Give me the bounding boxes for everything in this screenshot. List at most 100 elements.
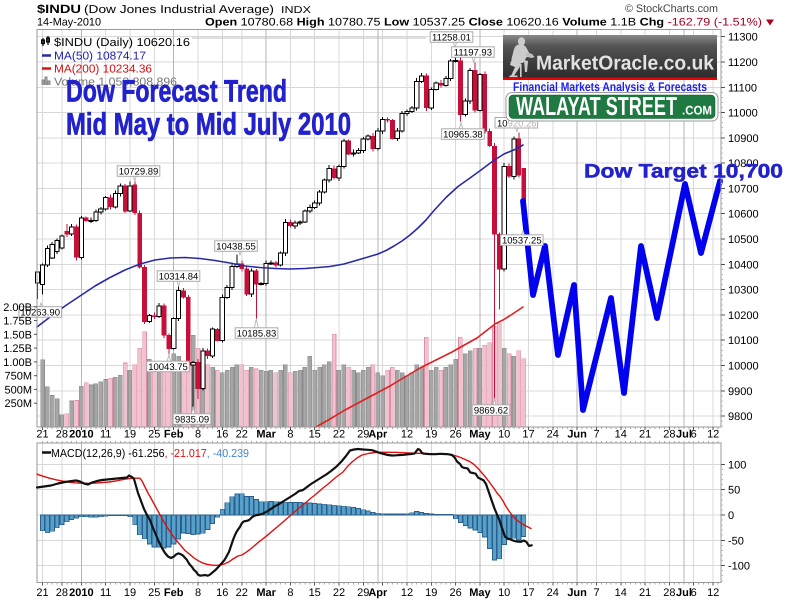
svg-text:Jun: Jun <box>567 429 587 441</box>
svg-text:11100: 11100 <box>728 82 757 94</box>
svg-text:8: 8 <box>287 429 293 441</box>
svg-text:10600: 10600 <box>728 209 759 221</box>
svg-text:11300: 11300 <box>728 32 758 44</box>
svg-text:50: 50 <box>728 485 740 497</box>
svg-text:10: 10 <box>498 429 510 441</box>
svg-text:19: 19 <box>425 429 437 441</box>
svg-text:.COM: .COM <box>682 104 712 118</box>
svg-text:10100: 10100 <box>728 335 759 347</box>
svg-text:28: 28 <box>56 429 68 441</box>
svg-text:Apr: Apr <box>368 587 388 599</box>
svg-text:26: 26 <box>449 587 461 599</box>
svg-text:1.25B: 1.25B <box>3 343 32 355</box>
svg-text:28: 28 <box>663 587 675 599</box>
svg-text:10043.75: 10043.75 <box>148 362 188 373</box>
svg-text:2.00B: 2.00B <box>3 302 32 314</box>
svg-text:INDX: INDX <box>281 5 311 16</box>
svg-text:8: 8 <box>287 587 293 599</box>
svg-text:(Dow Jones Industrial Average): (Dow Jones Industrial Average) <box>84 4 274 16</box>
svg-text:Mar: Mar <box>256 587 276 599</box>
svg-text:May: May <box>469 587 491 599</box>
svg-text:10729.89: 10729.89 <box>119 167 159 178</box>
svg-text:11258.01: 11258.01 <box>432 33 471 44</box>
svg-text:10700: 10700 <box>728 183 759 195</box>
svg-text:Dow Forecast Trend: Dow Forecast Trend <box>66 74 287 109</box>
svg-text:24: 24 <box>547 429 559 441</box>
svg-text:28: 28 <box>663 429 675 441</box>
svg-text:21: 21 <box>639 587 651 599</box>
svg-text:10537.25: 10537.25 <box>502 236 542 247</box>
svg-text:$INDU (Daily) 10620.16: $INDU (Daily) 10620.16 <box>54 37 190 49</box>
svg-text:21: 21 <box>36 587 48 599</box>
svg-text:12: 12 <box>401 429 413 441</box>
svg-text:22: 22 <box>236 429 248 441</box>
svg-text:22: 22 <box>333 429 345 441</box>
svg-text:Jul: Jul <box>676 429 692 441</box>
svg-text:2010: 2010 <box>69 429 93 441</box>
svg-text:6: 6 <box>691 429 697 441</box>
svg-text:750M: 750M <box>4 371 32 383</box>
svg-text:19: 19 <box>425 587 437 599</box>
svg-text:7: 7 <box>593 429 599 441</box>
svg-text:15: 15 <box>309 429 321 441</box>
svg-text:11200: 11200 <box>728 57 758 69</box>
svg-text:12: 12 <box>401 587 413 599</box>
svg-text:MarketOracle.co.uk: MarketOracle.co.uk <box>536 53 715 75</box>
svg-text:10900: 10900 <box>728 133 759 145</box>
svg-text:19: 19 <box>124 429 136 441</box>
svg-text:MA(50) 10874.17: MA(50) 10874.17 <box>54 51 146 63</box>
svg-text:25: 25 <box>148 429 160 441</box>
svg-text:11: 11 <box>100 587 111 599</box>
svg-text:May: May <box>469 429 491 441</box>
svg-text:10400: 10400 <box>728 259 759 271</box>
svg-text:10263.90: 10263.90 <box>20 307 60 318</box>
svg-text:7: 7 <box>593 587 599 599</box>
svg-text:-50: -50 <box>728 535 744 547</box>
svg-text:250M: 250M <box>4 398 32 410</box>
svg-text:0: 0 <box>728 510 734 522</box>
svg-text:19: 19 <box>124 587 136 599</box>
svg-text:9869.62: 9869.62 <box>474 406 508 417</box>
svg-text:21: 21 <box>639 429 651 441</box>
svg-text:500M: 500M <box>4 384 32 396</box>
svg-text:Jun: Jun <box>567 587 587 599</box>
svg-text:$INDU: $INDU <box>37 2 81 16</box>
svg-text:10185.83: 10185.83 <box>237 329 277 340</box>
svg-text:14: 14 <box>615 429 627 441</box>
svg-text:Mar: Mar <box>256 429 276 441</box>
svg-text:Dow Target 10,700: Dow Target 10,700 <box>584 161 783 183</box>
svg-text:Feb: Feb <box>164 429 184 441</box>
svg-text:10500: 10500 <box>728 234 759 246</box>
svg-text:29: 29 <box>357 587 369 599</box>
svg-text:-100: -100 <box>728 561 750 573</box>
svg-text:© StockCharts.com: © StockCharts.com <box>625 3 718 15</box>
svg-text:MA(200) 10234.36: MA(200) 10234.36 <box>54 64 152 76</box>
svg-text:10: 10 <box>498 587 510 599</box>
svg-text:MACD(12,26,9) -61.256, -21.017: MACD(12,26,9) -61.256, -21.017, -40.239 <box>51 448 249 460</box>
svg-text:10300: 10300 <box>728 285 759 297</box>
svg-text:8: 8 <box>195 587 201 599</box>
svg-text:14: 14 <box>615 587 627 599</box>
svg-text:1.75B: 1.75B <box>3 316 32 328</box>
svg-text:28: 28 <box>56 587 68 599</box>
svg-text:12: 12 <box>707 587 719 599</box>
svg-text:Jul: Jul <box>676 587 692 599</box>
svg-text:10314.84: 10314.84 <box>159 272 199 283</box>
svg-text:11: 11 <box>100 429 111 441</box>
svg-text:8: 8 <box>195 429 201 441</box>
svg-text:26: 26 <box>449 429 461 441</box>
svg-text:100: 100 <box>728 459 746 471</box>
svg-text:10: 10 <box>497 118 508 129</box>
svg-text:Feb: Feb <box>164 587 184 599</box>
svg-text:10438.55: 10438.55 <box>216 242 256 253</box>
svg-text:Financial Markets Analysis & F: Financial Markets Analysis & Forecasts <box>513 80 707 94</box>
svg-text:11197.93: 11197.93 <box>454 48 492 59</box>
svg-text:17: 17 <box>522 429 534 441</box>
svg-text:Mid May to Mid July 2010: Mid May to Mid July 2010 <box>66 107 351 142</box>
svg-text:1.50B: 1.50B <box>3 329 32 341</box>
svg-text:10200: 10200 <box>728 310 759 322</box>
svg-text:10000: 10000 <box>728 361 759 373</box>
svg-text:16: 16 <box>216 429 228 441</box>
svg-text:22: 22 <box>333 587 345 599</box>
svg-text:12: 12 <box>707 429 719 441</box>
